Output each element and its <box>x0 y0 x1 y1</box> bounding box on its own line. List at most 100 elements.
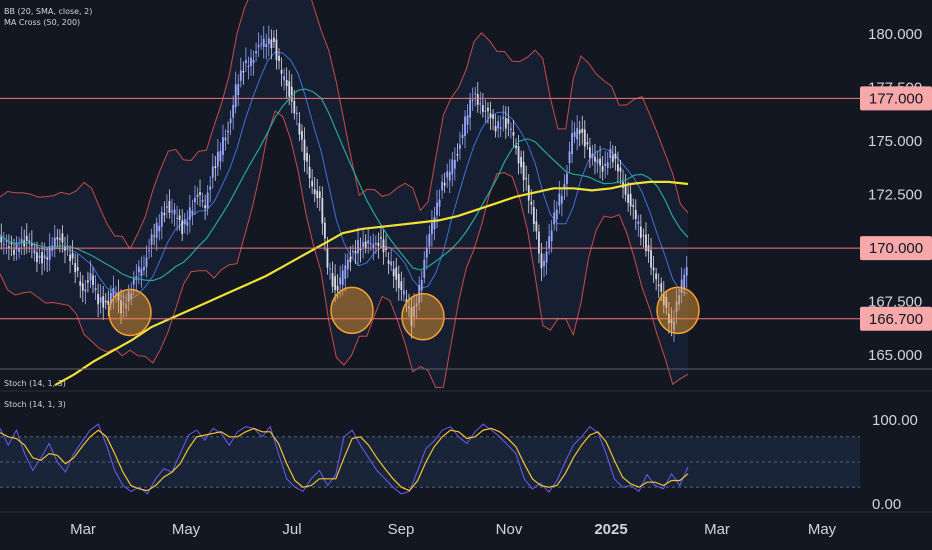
support-circle <box>108 288 152 337</box>
candle-body <box>685 267 688 276</box>
candle-body <box>36 252 38 263</box>
candle-body <box>357 240 359 254</box>
candle-body <box>614 153 617 159</box>
candle-body <box>41 252 43 264</box>
candle-body <box>334 276 336 291</box>
candle-body <box>280 70 283 74</box>
candle-body <box>637 221 640 225</box>
support-circle <box>330 286 374 335</box>
candle-body <box>306 153 308 162</box>
candle-body <box>474 93 477 95</box>
candle-body <box>8 246 10 249</box>
candle-body <box>275 39 278 61</box>
candle-body <box>94 287 97 291</box>
candle-body <box>115 293 117 295</box>
candle-body <box>560 195 563 204</box>
candle-body <box>341 270 344 285</box>
candle-body <box>145 257 148 268</box>
candle-body <box>402 290 405 295</box>
candle-body <box>604 163 607 166</box>
candle-body <box>199 192 201 195</box>
candle-body <box>601 166 604 172</box>
candle-body <box>176 217 178 219</box>
stoch-tick-label: 0.00 <box>872 496 901 513</box>
candle-body <box>239 70 242 81</box>
candle-body <box>216 151 219 167</box>
candle-body <box>359 248 362 251</box>
candle-body <box>459 144 461 149</box>
candle-body <box>224 137 227 141</box>
candle-body <box>548 236 551 248</box>
bb-fill <box>0 0 688 388</box>
candle-body <box>234 84 237 108</box>
candle-body <box>183 219 186 225</box>
candle-body <box>301 131 303 140</box>
candle-body <box>578 129 581 134</box>
candle-body <box>311 180 314 187</box>
candle-body <box>206 192 209 209</box>
candle-body <box>428 233 431 247</box>
candle-body <box>372 243 375 248</box>
candle-body <box>627 194 630 203</box>
stoch-lower-label[interactable]: Stoch (14, 1, 3) <box>4 400 66 409</box>
candle-body <box>525 178 528 180</box>
candle-body <box>362 242 365 247</box>
candle-body <box>46 257 49 260</box>
candle-body <box>303 139 306 161</box>
price-tick-label: 172.500 <box>868 187 922 204</box>
candle-body <box>5 240 8 242</box>
candle-body <box>242 70 245 73</box>
candle-body <box>390 261 393 266</box>
candle-body <box>382 239 385 253</box>
candle-body <box>507 118 510 124</box>
candle-body <box>209 186 212 190</box>
bb-upper-line <box>0 0 689 250</box>
candle-body <box>619 167 622 172</box>
bb-indicator-label[interactable]: BB (20, SMA, close, 2) <box>4 7 93 16</box>
candle-body <box>543 260 545 267</box>
candle-body <box>160 211 163 227</box>
ma-cross-indicator-label[interactable]: MA Cross (50, 200) <box>4 18 81 27</box>
stoch-d-line <box>0 427 689 492</box>
candle-body <box>380 237 382 239</box>
candle-body <box>150 234 153 245</box>
candle-body <box>479 103 482 105</box>
level-badge-front <box>860 86 932 111</box>
candle-body <box>92 275 94 285</box>
candle-body <box>0 235 3 243</box>
candle-body <box>25 235 28 241</box>
candle-body <box>2 244 5 246</box>
candle-body <box>13 249 15 255</box>
candle-body <box>87 280 89 283</box>
candle-body <box>581 128 584 133</box>
level-badge-front <box>860 306 932 331</box>
candle-body <box>191 210 194 215</box>
candle-body <box>364 241 367 248</box>
candle-body <box>74 263 77 273</box>
candle-body <box>321 198 324 224</box>
candle-body <box>678 295 680 305</box>
stoch-tick-label: 100.00 <box>872 412 918 429</box>
candle-body <box>18 248 21 253</box>
candle-body <box>201 200 204 202</box>
candle-body <box>510 128 512 131</box>
candle-body <box>336 285 339 291</box>
candle-body <box>433 217 436 230</box>
candle-body <box>397 273 400 289</box>
candle-body <box>237 83 240 96</box>
candle-body <box>99 297 102 303</box>
candle-body <box>109 292 112 305</box>
candle-body <box>655 273 658 280</box>
candle-body <box>464 116 466 137</box>
candle-body <box>538 231 540 254</box>
time-tick-label: May <box>172 521 201 538</box>
candle-body <box>594 156 596 162</box>
candle-body <box>476 94 479 105</box>
candle-body <box>675 301 678 312</box>
stoch-upper-label[interactable]: Stoch (14, 1, 3) <box>4 379 66 388</box>
candle-body <box>405 299 408 304</box>
candle-body <box>30 242 33 246</box>
price-axis-bg <box>860 0 932 368</box>
candle-body <box>278 55 280 62</box>
